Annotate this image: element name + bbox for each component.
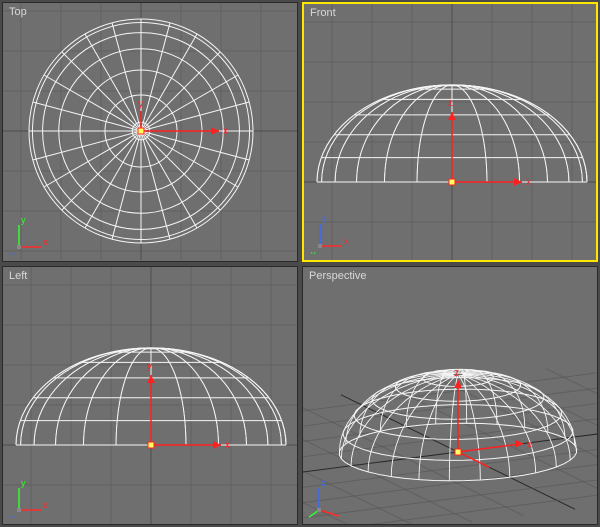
viewport-label-left: Left — [9, 270, 27, 282]
axis-gizmo-top: x y z — [9, 215, 49, 255]
axis-gizmo-front: x z y — [310, 214, 350, 254]
viewport-left[interactable]: Left x y x y z — [2, 266, 298, 526]
svg-text:z: z — [10, 250, 15, 255]
svg-text:z: z — [322, 214, 327, 224]
svg-text:y: y — [147, 361, 152, 372]
svg-text:y: y — [138, 99, 143, 110]
svg-text:y: y — [21, 478, 26, 488]
svg-text:x: x — [526, 177, 531, 188]
axis-gizmo-perspective: xyz — [309, 478, 349, 518]
axis-gizmo-left: x y z — [9, 478, 49, 518]
svg-text:z: z — [10, 513, 15, 518]
viewport-top[interactable]: Top x y x y z — [2, 2, 298, 262]
viewport-label-front: Front — [310, 7, 336, 19]
svg-text:x: x — [223, 126, 228, 137]
svg-text:z: z — [454, 368, 459, 379]
svg-text:x: x — [225, 440, 230, 451]
viewport-label-perspective: Perspective — [309, 270, 366, 282]
svg-text:x: x — [344, 236, 349, 246]
svg-text:z: z — [321, 478, 326, 488]
svg-text:x: x — [43, 500, 48, 510]
viewport-perspective[interactable]: Perspective x z xyz — [302, 266, 598, 526]
viewport-grid: Top x y x y z Front x z x z y Left x y x y z — [0, 0, 600, 527]
svg-text:y: y — [311, 249, 316, 254]
svg-text:x: x — [43, 237, 48, 247]
svg-text:z: z — [448, 98, 453, 109]
viewport-front[interactable]: Front x z x z y — [302, 2, 598, 262]
svg-text:y: y — [21, 215, 26, 225]
svg-text:x: x — [527, 439, 532, 450]
viewport-label-top: Top — [9, 6, 27, 18]
